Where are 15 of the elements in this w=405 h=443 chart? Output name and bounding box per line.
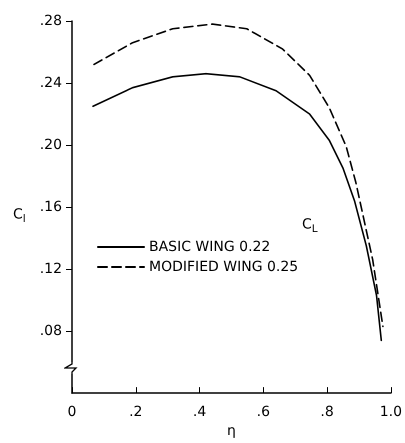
x-tick-label: .8 <box>320 404 334 420</box>
x-axis-title: η <box>226 423 236 439</box>
legend-label: BASIC WING 0.22 <box>149 239 270 255</box>
x-tick-label: .2 <box>129 404 142 420</box>
x-tick-label: .6 <box>256 404 270 420</box>
y-tick-label: .08 <box>40 323 62 340</box>
x-tick-label: 1.0 <box>380 404 402 420</box>
x-tick-label: .4 <box>192 404 206 420</box>
y-tick-label: .16 <box>40 199 62 216</box>
legend-label: MODIFIED WING 0.25 <box>149 259 298 275</box>
y-tick-label: .24 <box>40 75 62 92</box>
y-tick-label: .12 <box>40 261 62 278</box>
y-tick-label: .20 <box>40 137 62 154</box>
y-tick-label: .28 <box>40 13 62 29</box>
x-tick-label: 0 <box>68 404 76 420</box>
